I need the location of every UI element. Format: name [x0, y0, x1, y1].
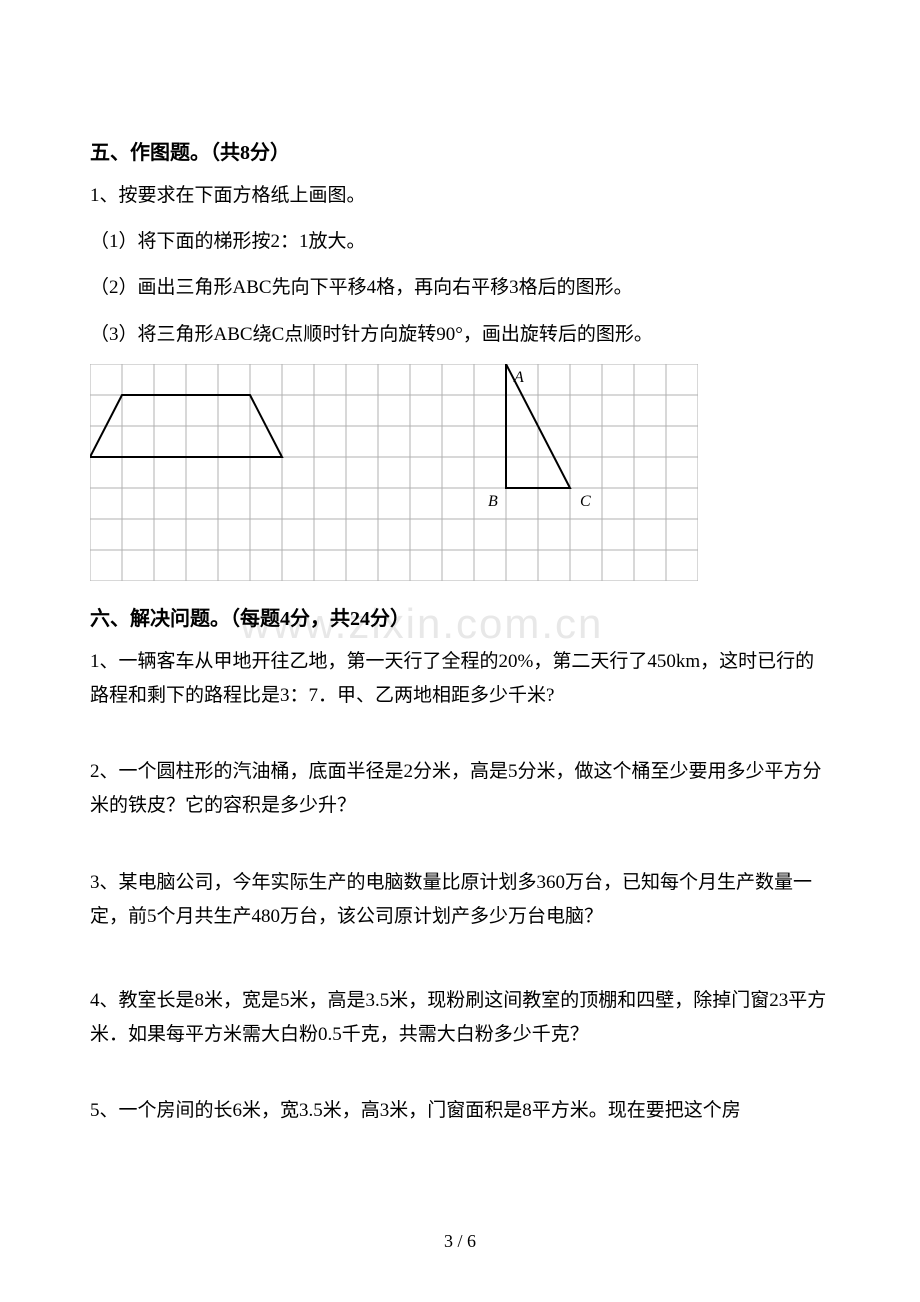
section5-q1-stem: 1、按要求在下面方格纸上画图。 — [90, 179, 830, 213]
section6-q4: 4、教室长是8米，宽是5米，高是3.5米，现粉刷这间教室的顶棚和四壁，除掉门窗2… — [90, 984, 830, 1052]
grid-svg: A B C — [90, 364, 698, 581]
section5-sub3: （3）将三角形ABC绕C点顺时针方向旋转90°，画出旋转后的图形。 — [90, 318, 830, 352]
section5-sub1: （1）将下面的梯形按2：1放大。 — [90, 225, 830, 259]
section6-q5: 5、一个房间的长6米，宽3.5米，高3米，门窗面积是8平方米。现在要把这个房 — [90, 1094, 830, 1128]
page-number: 3 / 6 — [444, 1231, 476, 1252]
section5-heading: 五、作图题。（共8分） — [90, 136, 830, 165]
section5-sub2: （2）画出三角形ABC先向下平移4格，再向右平移3格后的图形。 — [90, 271, 830, 305]
section6-heading: 六、解决问题。（每题4分，共24分） — [90, 602, 830, 631]
section6-q3: 3、某电脑公司，今年实际生产的电脑数量比原计划多360万台，已知每个月生产数量一… — [90, 866, 830, 934]
section6-q2: 2、一个圆柱形的汽油桶，底面半径是2分米，高是5分米，做这个桶至少要用多少平方分… — [90, 755, 830, 823]
svg-text:A: A — [513, 369, 524, 386]
grid-figure: A B C — [90, 364, 830, 586]
section6-q1: 1、一辆客车从甲地开往乙地，第一天行了全程的20%，第二天行了450km，这时已… — [90, 645, 830, 713]
svg-text:B: B — [488, 493, 498, 510]
document-content: 五、作图题。（共8分） 1、按要求在下面方格纸上画图。 （1）将下面的梯形按2：… — [90, 136, 830, 1128]
svg-text:C: C — [580, 493, 591, 510]
